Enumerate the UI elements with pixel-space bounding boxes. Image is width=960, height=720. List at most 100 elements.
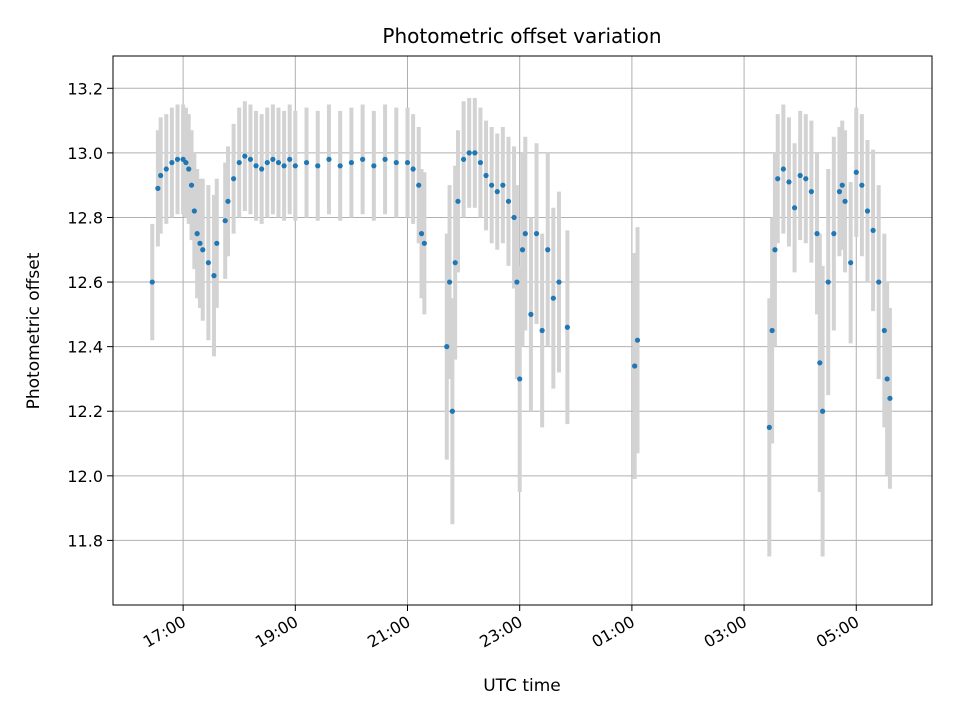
data-point <box>242 153 248 159</box>
y-tick-label: 13.0 <box>67 144 103 163</box>
data-point <box>514 279 520 285</box>
data-point <box>452 260 458 266</box>
y-tick-label: 13.2 <box>67 79 103 98</box>
data-point <box>814 231 820 237</box>
data-point <box>410 166 416 172</box>
data-point <box>505 198 512 204</box>
data-point <box>205 260 211 266</box>
x-axis-label: UTC time <box>483 676 561 696</box>
data-point <box>864 208 871 214</box>
y-tick-label: 11.8 <box>67 531 103 550</box>
data-point <box>259 166 265 172</box>
data-point <box>466 150 472 156</box>
data-points <box>149 150 893 430</box>
data-point <box>494 189 500 195</box>
data-point <box>393 159 399 166</box>
data-point <box>489 182 495 188</box>
data-point <box>545 247 551 253</box>
data-point <box>634 337 641 343</box>
data-point <box>270 156 276 162</box>
data-point <box>200 247 206 253</box>
data-point <box>211 273 217 279</box>
data-point <box>214 240 220 246</box>
y-axis-label: Photometric offset <box>24 252 44 409</box>
y-tick-label: 12.8 <box>67 208 103 227</box>
data-point <box>831 231 837 237</box>
data-point <box>786 179 792 185</box>
data-point <box>517 376 523 382</box>
x-axis-ticks: 17:00 19:00 21:00 23:00 01:00 03:00 05:00 <box>140 605 862 652</box>
data-point <box>477 159 484 166</box>
data-point <box>460 156 467 162</box>
x-tick-label: 19:00 <box>252 612 301 652</box>
data-point <box>174 156 181 162</box>
data-point <box>772 247 778 253</box>
data-point <box>444 344 450 350</box>
data-point <box>348 159 355 166</box>
data-point <box>275 159 282 166</box>
data-point <box>550 295 556 301</box>
data-point <box>842 198 848 204</box>
x-tick-label: 05:00 <box>813 612 862 652</box>
data-point <box>360 156 366 162</box>
data-point <box>632 363 638 369</box>
data-point <box>337 163 343 169</box>
data-point <box>848 260 854 266</box>
data-point <box>188 182 195 188</box>
data-point <box>292 163 298 169</box>
data-point <box>222 218 228 224</box>
data-point <box>169 159 175 166</box>
data-point <box>183 159 189 166</box>
data-point <box>780 166 786 172</box>
y-axis-ticks: 11.8 12.0 12.2 12.4 12.6 12.8 13.0 13.2 <box>67 79 113 550</box>
data-point <box>371 163 377 169</box>
data-point <box>281 163 287 169</box>
y-tick-label: 12.0 <box>67 467 103 486</box>
data-point <box>421 240 427 246</box>
data-point <box>500 182 506 188</box>
data-point <box>836 189 843 195</box>
data-point <box>191 208 197 214</box>
chart-title: Photometric offset variation <box>382 24 661 48</box>
data-point <box>253 163 259 169</box>
data-point <box>766 424 772 430</box>
data-point <box>853 169 859 175</box>
data-point <box>519 247 526 253</box>
data-point <box>449 408 455 414</box>
data-point <box>315 163 321 169</box>
data-point <box>803 176 809 182</box>
data-point <box>870 227 876 233</box>
data-point <box>564 324 570 330</box>
data-point <box>522 231 528 237</box>
data-point <box>887 395 893 401</box>
data-point <box>416 182 422 188</box>
data-point <box>287 156 293 162</box>
data-point <box>881 327 887 334</box>
data-point <box>446 279 453 285</box>
data-point <box>455 198 461 204</box>
data-point <box>326 156 332 162</box>
data-point <box>876 279 882 285</box>
data-point <box>472 150 478 156</box>
data-point <box>825 279 831 285</box>
data-point <box>264 159 270 166</box>
data-point <box>808 189 814 195</box>
x-tick-label: 01:00 <box>588 612 637 652</box>
data-point <box>791 205 798 211</box>
data-point <box>225 198 231 204</box>
x-tick-label: 17:00 <box>140 612 189 652</box>
data-point <box>556 279 562 285</box>
x-tick-label: 03:00 <box>701 612 750 652</box>
data-point <box>197 240 203 246</box>
data-point <box>769 327 775 334</box>
data-point <box>163 166 169 172</box>
data-point <box>820 408 826 414</box>
data-point <box>194 231 200 237</box>
data-point <box>404 159 411 166</box>
data-point <box>149 279 155 285</box>
data-point <box>859 182 865 188</box>
data-point <box>382 156 388 162</box>
y-tick-label: 12.4 <box>67 338 103 357</box>
data-point <box>158 172 164 179</box>
